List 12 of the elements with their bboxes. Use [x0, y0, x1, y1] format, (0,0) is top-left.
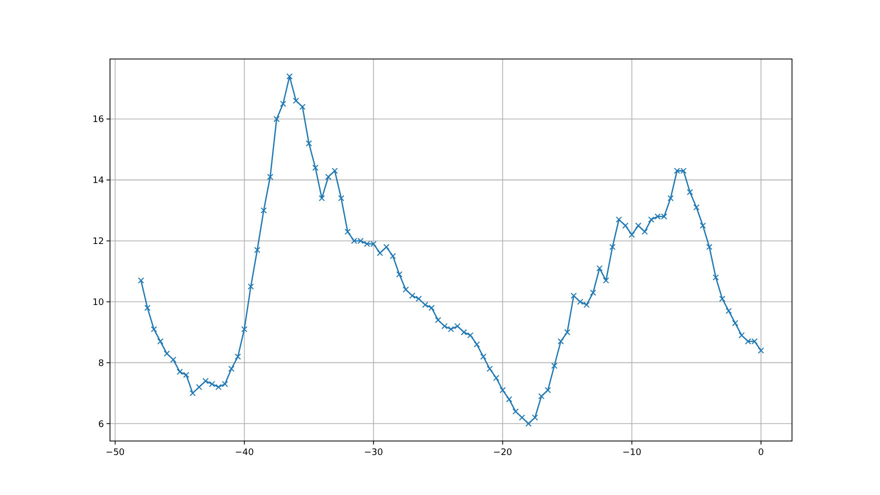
x-tick-label: −20	[493, 448, 512, 458]
y-tick-label: 6	[98, 420, 104, 430]
y-tick-label: 8	[98, 358, 104, 369]
x-tick-label: −30	[364, 448, 384, 458]
y-tick-label: 16	[92, 115, 104, 126]
x-tick-label: −10	[622, 448, 642, 458]
x-tick-label: −40	[234, 448, 254, 458]
y-tick-label: 12	[92, 237, 104, 248]
y-tick-label: 10	[92, 298, 104, 308]
y-tick-label: 14	[92, 176, 104, 186]
x-tick-label: 0	[758, 448, 764, 458]
x-tick-label: −50	[106, 448, 125, 458]
